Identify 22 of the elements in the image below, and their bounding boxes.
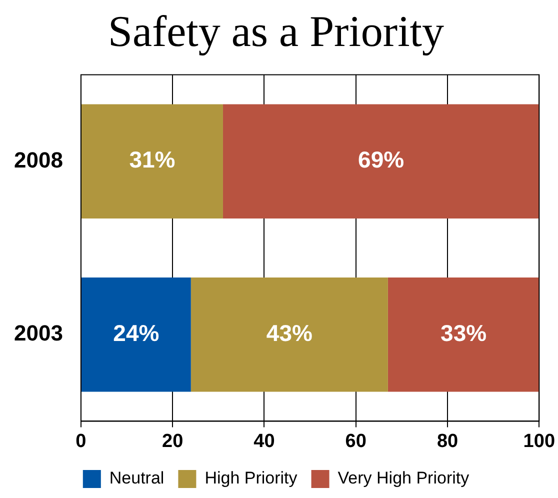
bar [81,104,223,219]
data-label: 43% [266,320,312,346]
x-tick-label: 0 [76,430,86,452]
bar [222,104,540,219]
y-tick-label: 2008 [14,147,63,172]
legend-label: Neutral [109,468,164,488]
data-label: 24% [113,320,160,346]
x-tick-label: 40 [254,430,275,452]
legend-label: Very High Priority [338,468,470,488]
bar [190,277,388,392]
bar [81,277,191,392]
x-tick-label: 60 [345,430,366,452]
bar [388,277,540,392]
legend-label: High Priority [204,468,298,488]
x-tick-label: 100 [523,430,555,452]
y-tick-label: 2003 [14,320,63,346]
data-label: 69% [358,146,404,173]
x-tick-label: 80 [436,430,458,452]
data-label: 31% [129,146,176,173]
x-tick-label: 20 [162,430,184,452]
data-label: 33% [440,320,487,346]
chart-title: Safety as a Priority [108,6,444,56]
